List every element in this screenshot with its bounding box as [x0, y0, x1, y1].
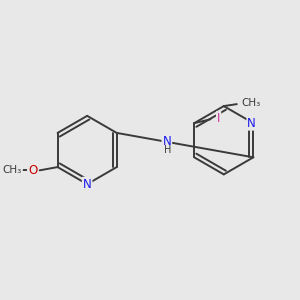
Text: CH₃: CH₃	[242, 98, 261, 108]
Text: N: N	[163, 135, 171, 148]
Text: CH₃: CH₃	[3, 165, 22, 175]
Text: O: O	[28, 164, 37, 177]
Text: H: H	[164, 145, 172, 155]
Text: I: I	[217, 112, 220, 125]
Text: N: N	[83, 178, 92, 191]
Text: N: N	[248, 117, 256, 130]
